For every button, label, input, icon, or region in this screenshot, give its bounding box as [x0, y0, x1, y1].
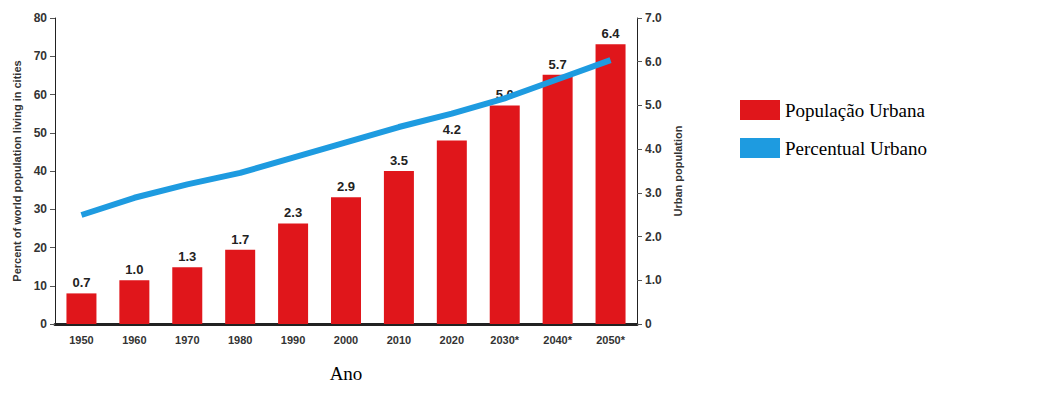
svg-text:0: 0 [40, 317, 47, 331]
svg-text:30: 30 [34, 202, 48, 216]
svg-text:1970: 1970 [175, 334, 199, 346]
svg-text:1990: 1990 [281, 334, 305, 346]
svg-text:1.0: 1.0 [125, 262, 143, 277]
svg-text:3.0: 3.0 [645, 186, 662, 200]
svg-text:1980: 1980 [228, 334, 252, 346]
svg-text:2020: 2020 [440, 334, 464, 346]
svg-text:2.0: 2.0 [645, 230, 662, 244]
svg-text:0.7: 0.7 [72, 275, 90, 290]
svg-text:7.0: 7.0 [645, 11, 662, 25]
svg-text:40: 40 [34, 164, 48, 178]
svg-text:1.7: 1.7 [231, 232, 249, 247]
svg-text:5.7: 5.7 [549, 57, 567, 72]
svg-text:70: 70 [34, 49, 48, 63]
svg-text:1960: 1960 [122, 334, 146, 346]
svg-text:50: 50 [34, 126, 48, 140]
svg-text:1.0: 1.0 [645, 273, 662, 287]
svg-text:80: 80 [34, 11, 48, 25]
svg-text:2000: 2000 [334, 334, 358, 346]
svg-text:6.4: 6.4 [602, 26, 621, 41]
svg-text:2040*: 2040* [543, 334, 572, 346]
svg-text:Ano: Ano [330, 363, 363, 384]
svg-text:2050*: 2050* [596, 334, 625, 346]
svg-text:4.2: 4.2 [443, 122, 461, 137]
svg-text:2.9: 2.9 [337, 179, 355, 194]
svg-text:Percentual Urbano: Percentual Urbano [785, 138, 927, 159]
svg-text:2.3: 2.3 [284, 205, 302, 220]
svg-text:4.0: 4.0 [645, 142, 662, 156]
svg-text:6.0: 6.0 [645, 55, 662, 69]
svg-text:População Urbana: População Urbana [785, 100, 925, 121]
svg-text:0: 0 [645, 317, 652, 331]
svg-text:5.0: 5.0 [495, 87, 514, 103]
svg-text:2010: 2010 [387, 334, 411, 346]
svg-text:Urban population: Urban population [672, 125, 684, 216]
svg-text:5.0: 5.0 [645, 98, 662, 112]
svg-text:1950: 1950 [69, 334, 93, 346]
svg-text:Percent of world population li: Percent of world population living in ci… [11, 60, 23, 281]
svg-text:60: 60 [34, 88, 48, 102]
svg-text:1.3: 1.3 [178, 249, 196, 264]
svg-text:20: 20 [34, 241, 48, 255]
svg-text:2030*: 2030* [490, 334, 519, 346]
svg-text:10: 10 [34, 279, 48, 293]
svg-text:3.5: 3.5 [390, 153, 408, 168]
